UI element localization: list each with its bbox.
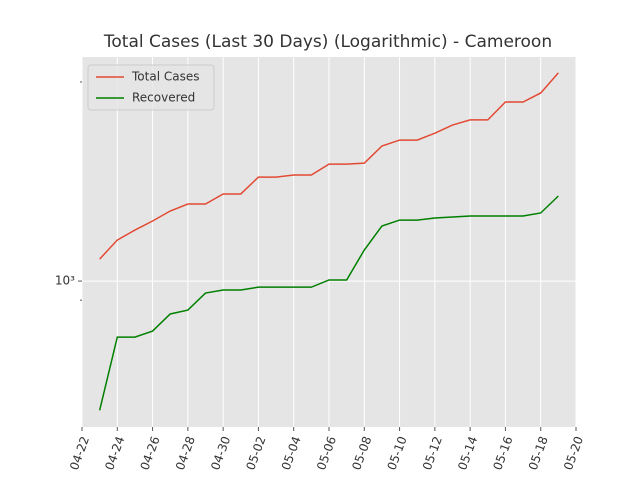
x-tick-label: 05-18 [526, 434, 551, 472]
x-tick-label: 04-30 [208, 434, 233, 472]
x-tick-label: 04-24 [102, 434, 127, 472]
legend-label: Recovered [132, 91, 195, 105]
x-tick-label: 05-08 [349, 434, 374, 472]
x-tick-label: 05-10 [385, 434, 410, 472]
line-series [98, 195, 559, 411]
x-tick-label: 04-22 [67, 434, 92, 472]
x-tick-label: 04-26 [138, 434, 163, 472]
legend: Total Cases Recovered [87, 64, 215, 111]
x-tick-label: 05-06 [314, 434, 339, 472]
x-tick-label: 05-20 [561, 434, 586, 472]
x-tick-label: 05-12 [420, 434, 445, 472]
x-tick-label: 05-04 [279, 434, 304, 472]
x-tick-label: 05-16 [490, 434, 515, 472]
legend-label: Total Cases [131, 70, 199, 84]
line-series [99, 72, 559, 260]
x-tick-label: 05-02 [243, 434, 268, 472]
y-tick-label: 10³ [55, 274, 75, 288]
x-tick-label: 04-28 [173, 434, 198, 472]
x-tick-label: 05-14 [455, 434, 480, 472]
chart-title: Total Cases (Last 30 Days) (Logarithmic)… [103, 32, 552, 52]
